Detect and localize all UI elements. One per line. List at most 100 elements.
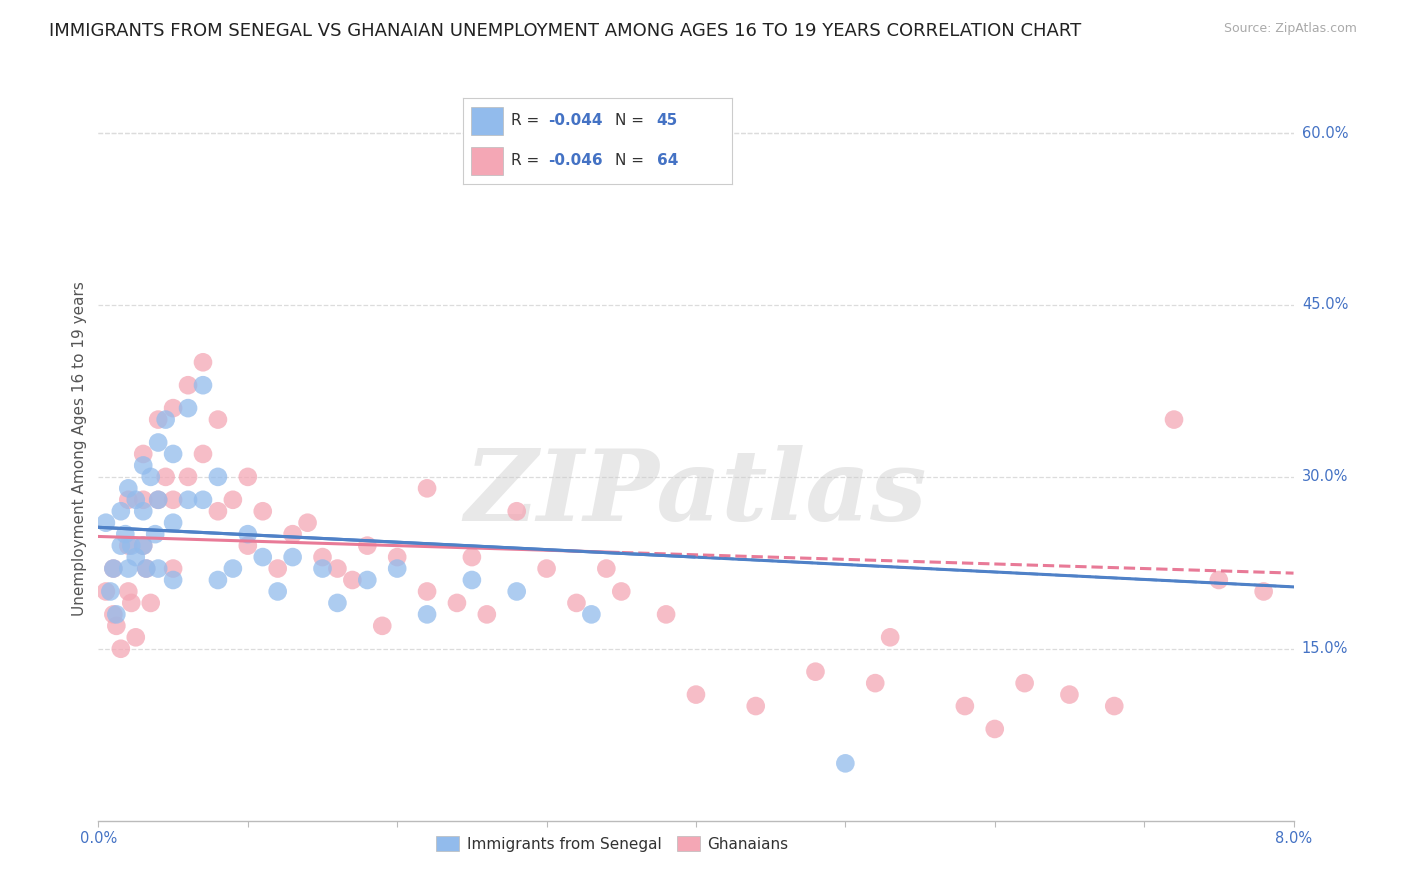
Point [110,641,132,656]
Point [385,561,409,575]
Point [162,516,184,530]
Text: ZIPatlas: ZIPatlas [465,445,927,541]
Point [461,550,484,565]
Text: 60.0%: 60.0% [1302,126,1348,141]
Point [655,607,678,622]
Point [135,561,157,575]
Point [139,470,162,484]
Legend: Immigrants from Senegal, Ghanaians: Immigrants from Senegal, Ghanaians [430,830,794,858]
Text: 30.0%: 30.0% [1302,469,1348,484]
Point [506,504,529,518]
Point [252,550,274,565]
Point [162,573,184,587]
Point [385,550,409,565]
Point [103,561,125,575]
Point [536,561,558,575]
Point [148,492,170,507]
Point [581,607,603,622]
Point [446,596,468,610]
Point [207,573,229,587]
Point [222,561,245,575]
Point [371,619,394,633]
Point [162,447,184,461]
Point [475,607,498,622]
Point [191,378,214,392]
Point [191,355,214,369]
Point [745,699,768,714]
Point [135,561,157,575]
Point [356,539,378,553]
Point [207,412,229,426]
Point [610,584,633,599]
Point [132,458,155,473]
Point [177,470,200,484]
Point [236,539,259,553]
Point [953,699,976,714]
Point [117,539,139,553]
Point [177,492,200,507]
Point [103,607,125,622]
Point [120,596,142,610]
Point [685,688,707,702]
Point [207,504,229,518]
Text: Source: ZipAtlas.com: Source: ZipAtlas.com [1223,22,1357,36]
Point [1014,676,1036,690]
Point [148,435,170,450]
Point [865,676,887,690]
Point [132,539,155,553]
Point [222,492,245,507]
Point [162,492,184,507]
Point [148,492,170,507]
Point [326,596,349,610]
Point [148,412,170,426]
Point [984,722,1007,736]
Point [120,539,142,553]
Text: 15.0%: 15.0% [1302,641,1348,657]
Point [155,412,177,426]
Point [1104,699,1126,714]
Text: IMMIGRANTS FROM SENEGAL VS GHANAIAN UNEMPLOYMENT AMONG AGES 16 TO 19 YEARS CORRE: IMMIGRANTS FROM SENEGAL VS GHANAIAN UNEM… [49,22,1081,40]
Point [94,584,117,599]
Point [1253,584,1275,599]
Point [132,539,155,553]
Point [117,561,139,575]
Point [139,596,162,610]
Point [1059,688,1081,702]
Point [356,573,378,587]
Point [1208,573,1230,587]
Point [326,561,349,575]
Text: 45.0%: 45.0% [1302,298,1348,312]
Point [105,607,128,622]
Point [117,481,139,495]
Point [506,584,529,599]
Point [125,630,148,644]
Point [416,607,439,622]
Point [804,665,827,679]
Point [132,504,155,518]
Point [297,516,319,530]
Point [595,561,617,575]
Point [105,619,128,633]
Point [132,492,155,507]
Point [834,756,856,771]
Point [125,492,148,507]
Point [117,584,139,599]
Point [252,504,274,518]
Point [236,470,259,484]
Point [177,378,200,392]
Point [132,447,155,461]
Point [879,630,901,644]
Point [281,527,304,541]
Point [236,527,259,541]
Point [162,561,184,575]
Point [1163,412,1185,426]
Point [311,550,333,565]
Point [177,401,200,416]
Point [110,504,132,518]
Point [311,561,333,575]
Point [267,561,290,575]
Point [342,573,364,587]
Point [191,492,214,507]
Point [94,516,117,530]
Point [461,573,484,587]
